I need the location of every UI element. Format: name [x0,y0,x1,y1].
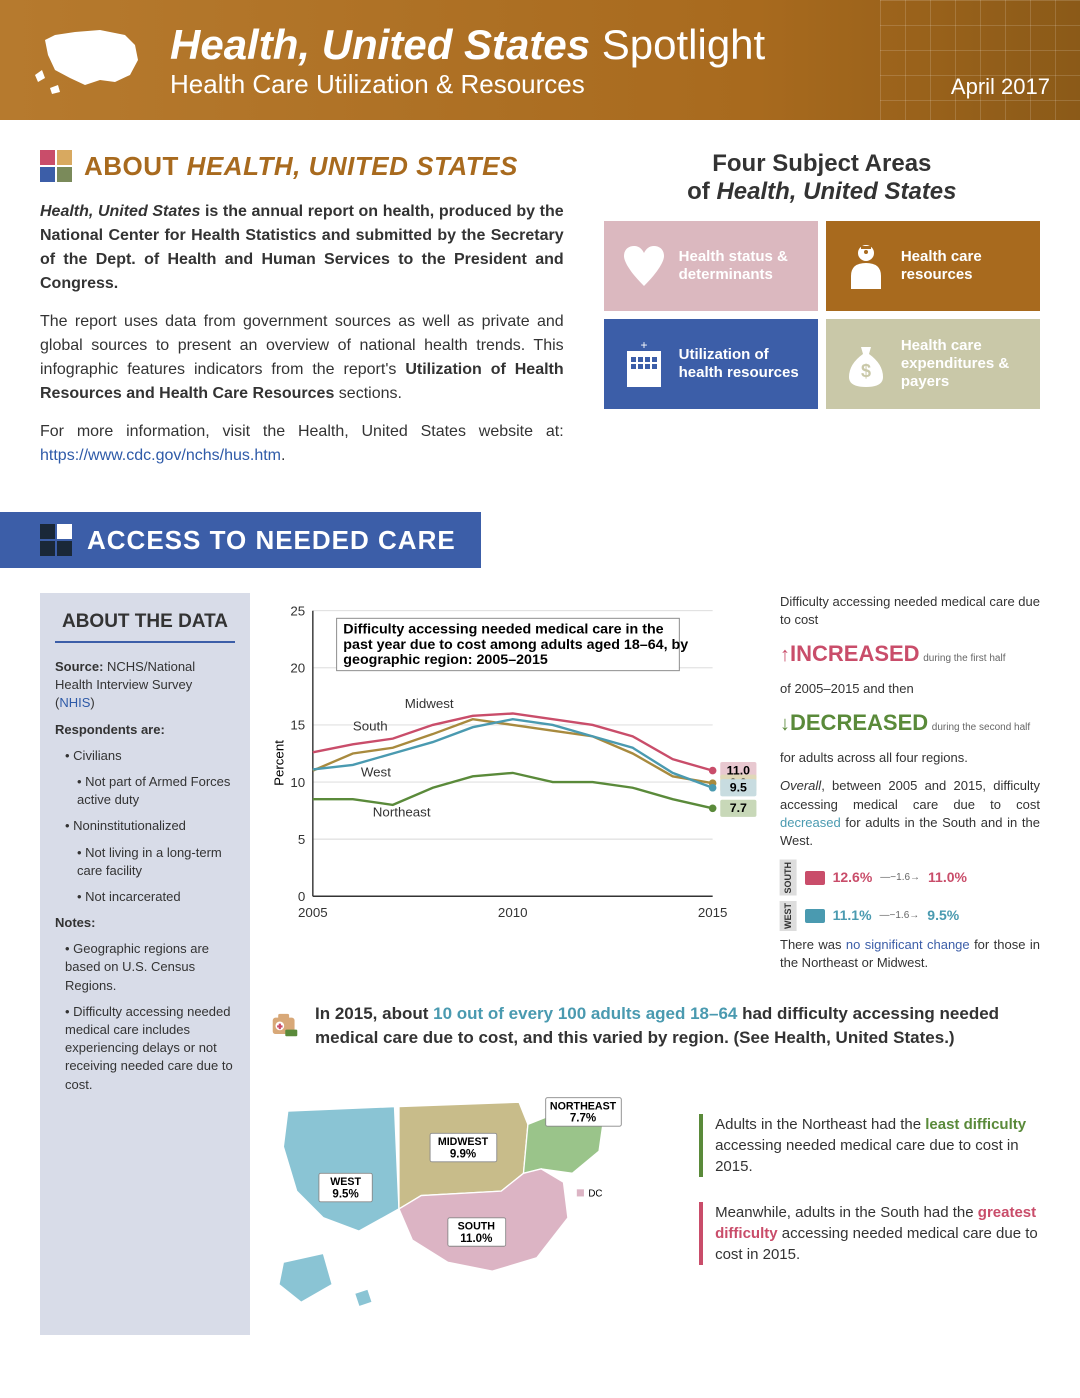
svg-text:NORTHEAST: NORTHEAST [550,1100,617,1112]
about-p2: The report uses data from government sou… [40,310,564,406]
callout-box: In 2015, about 10 out of every 100 adult… [270,1002,1040,1050]
south-stat-row: SOUTH 12.6% —−1.6→ 11.0% [780,860,1040,896]
svg-text:7.7%: 7.7% [570,1112,596,1124]
subject-card-utilization: + Utilization of health resources [604,319,818,409]
svg-text:Percent: Percent [271,740,286,786]
data-sidebar: ABOUT THE DATA Source: NCHS/National Hea… [40,593,250,1335]
svg-text:0: 0 [298,889,305,904]
hospital-icon: + [619,339,669,389]
svg-text:9.5: 9.5 [730,781,747,795]
svg-text:Northeast: Northeast [373,804,431,819]
quad-icon [40,150,72,182]
side-stats: Difficulty accessing needed medical care… [780,593,1040,982]
svg-text:geographic region: 2005–2015: geographic region: 2005–2015 [343,652,548,668]
svg-text:7.7: 7.7 [730,801,747,815]
west-stat-row: WEST 11.1% —−1.6→ 9.5% [780,901,1040,931]
svg-text:20: 20 [290,661,305,676]
svg-text:Midwest: Midwest [405,696,454,711]
svg-text:2010: 2010 [498,905,528,920]
svg-text:25: 25 [290,603,305,618]
section-banner: ACCESS TO NEEDED CARE [0,512,481,568]
line-chart: 0 5 10 15 20 25 2005 2010 2015 Percent Difficulty … [270,593,765,982]
medical-bag-icon [270,1002,300,1047]
doctor-icon [841,241,891,291]
svg-text:11.0%: 11.0% [460,1232,492,1244]
south-region-icon [805,871,825,885]
us-regions-map: WEST 9.5% MIDWEST 9.9% SOUTH 11.0% NORTH… [270,1070,679,1335]
about-p3: For more information, visit the Health, … [40,420,564,468]
header-date: April 2017 [951,74,1050,100]
svg-text:+: + [640,339,647,352]
svg-text:10: 10 [290,775,305,790]
svg-text:2015: 2015 [698,905,728,920]
svg-text:5: 5 [298,832,305,847]
svg-text:Difficulty accessing needed me: Difficulty accessing needed medical care… [343,622,663,638]
header-subtitle: Health Care Utilization & Resources [170,69,931,100]
subjects-column: Four Subject Areas of Health, United Sta… [604,150,1040,482]
svg-text:SOUTH: SOUTH [458,1220,495,1232]
us-map-icon [30,20,150,100]
cdc-link[interactable]: https://www.cdc.gov/nchs/hus.htm [40,447,281,464]
about-heading: ABOUT HEALTH, UNITED STATES [84,151,518,182]
svg-text:9.9%: 9.9% [450,1148,476,1160]
svg-text:2005: 2005 [298,905,328,920]
about-p1: Health, United States is the annual repo… [40,200,564,296]
money-bag-icon: $ [841,339,891,389]
subject-card-expenditures: $ Health care expenditures & payers [826,319,1040,409]
subject-card-resources: Health care resources [826,221,1040,311]
west-region-icon [805,909,825,923]
svg-text:DC: DC [588,1188,602,1199]
svg-text:West: West [361,764,391,779]
sidebar-heading: ABOUT THE DATA [55,611,235,643]
header-banner: Health, United States Spotlight Health C… [0,0,1080,120]
map-notes: Adults in the Northeast had the least di… [699,1114,1040,1290]
subjects-title: Four Subject Areas of Health, United Sta… [604,150,1040,206]
svg-text:MIDWEST: MIDWEST [438,1135,489,1147]
notes-list: Geographic regions are based on U.S. Cen… [55,940,235,1094]
sidebar-source: Source: NCHS/National Health Interview S… [55,658,235,713]
svg-text:past year due to cost among ad: past year due to cost among adults aged … [343,637,688,653]
svg-text:15: 15 [290,718,305,733]
header-title: Health, United States Spotlight [170,21,931,69]
nhis-link[interactable]: NHIS [59,695,90,710]
map-note-south: Meanwhile, adults in the South had the g… [699,1202,1040,1265]
about-column: ABOUT HEALTH, UNITED STATES Health, Unit… [40,150,564,482]
heart-icon [619,241,669,291]
svg-text:9.5%: 9.5% [332,1188,358,1200]
map-note-northeast: Adults in the Northeast had the least di… [699,1114,1040,1177]
svg-text:$: $ [861,361,871,381]
subject-card-health-status: Health status & determinants [604,221,818,311]
svg-text:WEST: WEST [330,1175,361,1187]
svg-text:South: South [353,719,388,734]
respondents-list: Civilians Not part of Armed Forces activ… [55,747,235,906]
